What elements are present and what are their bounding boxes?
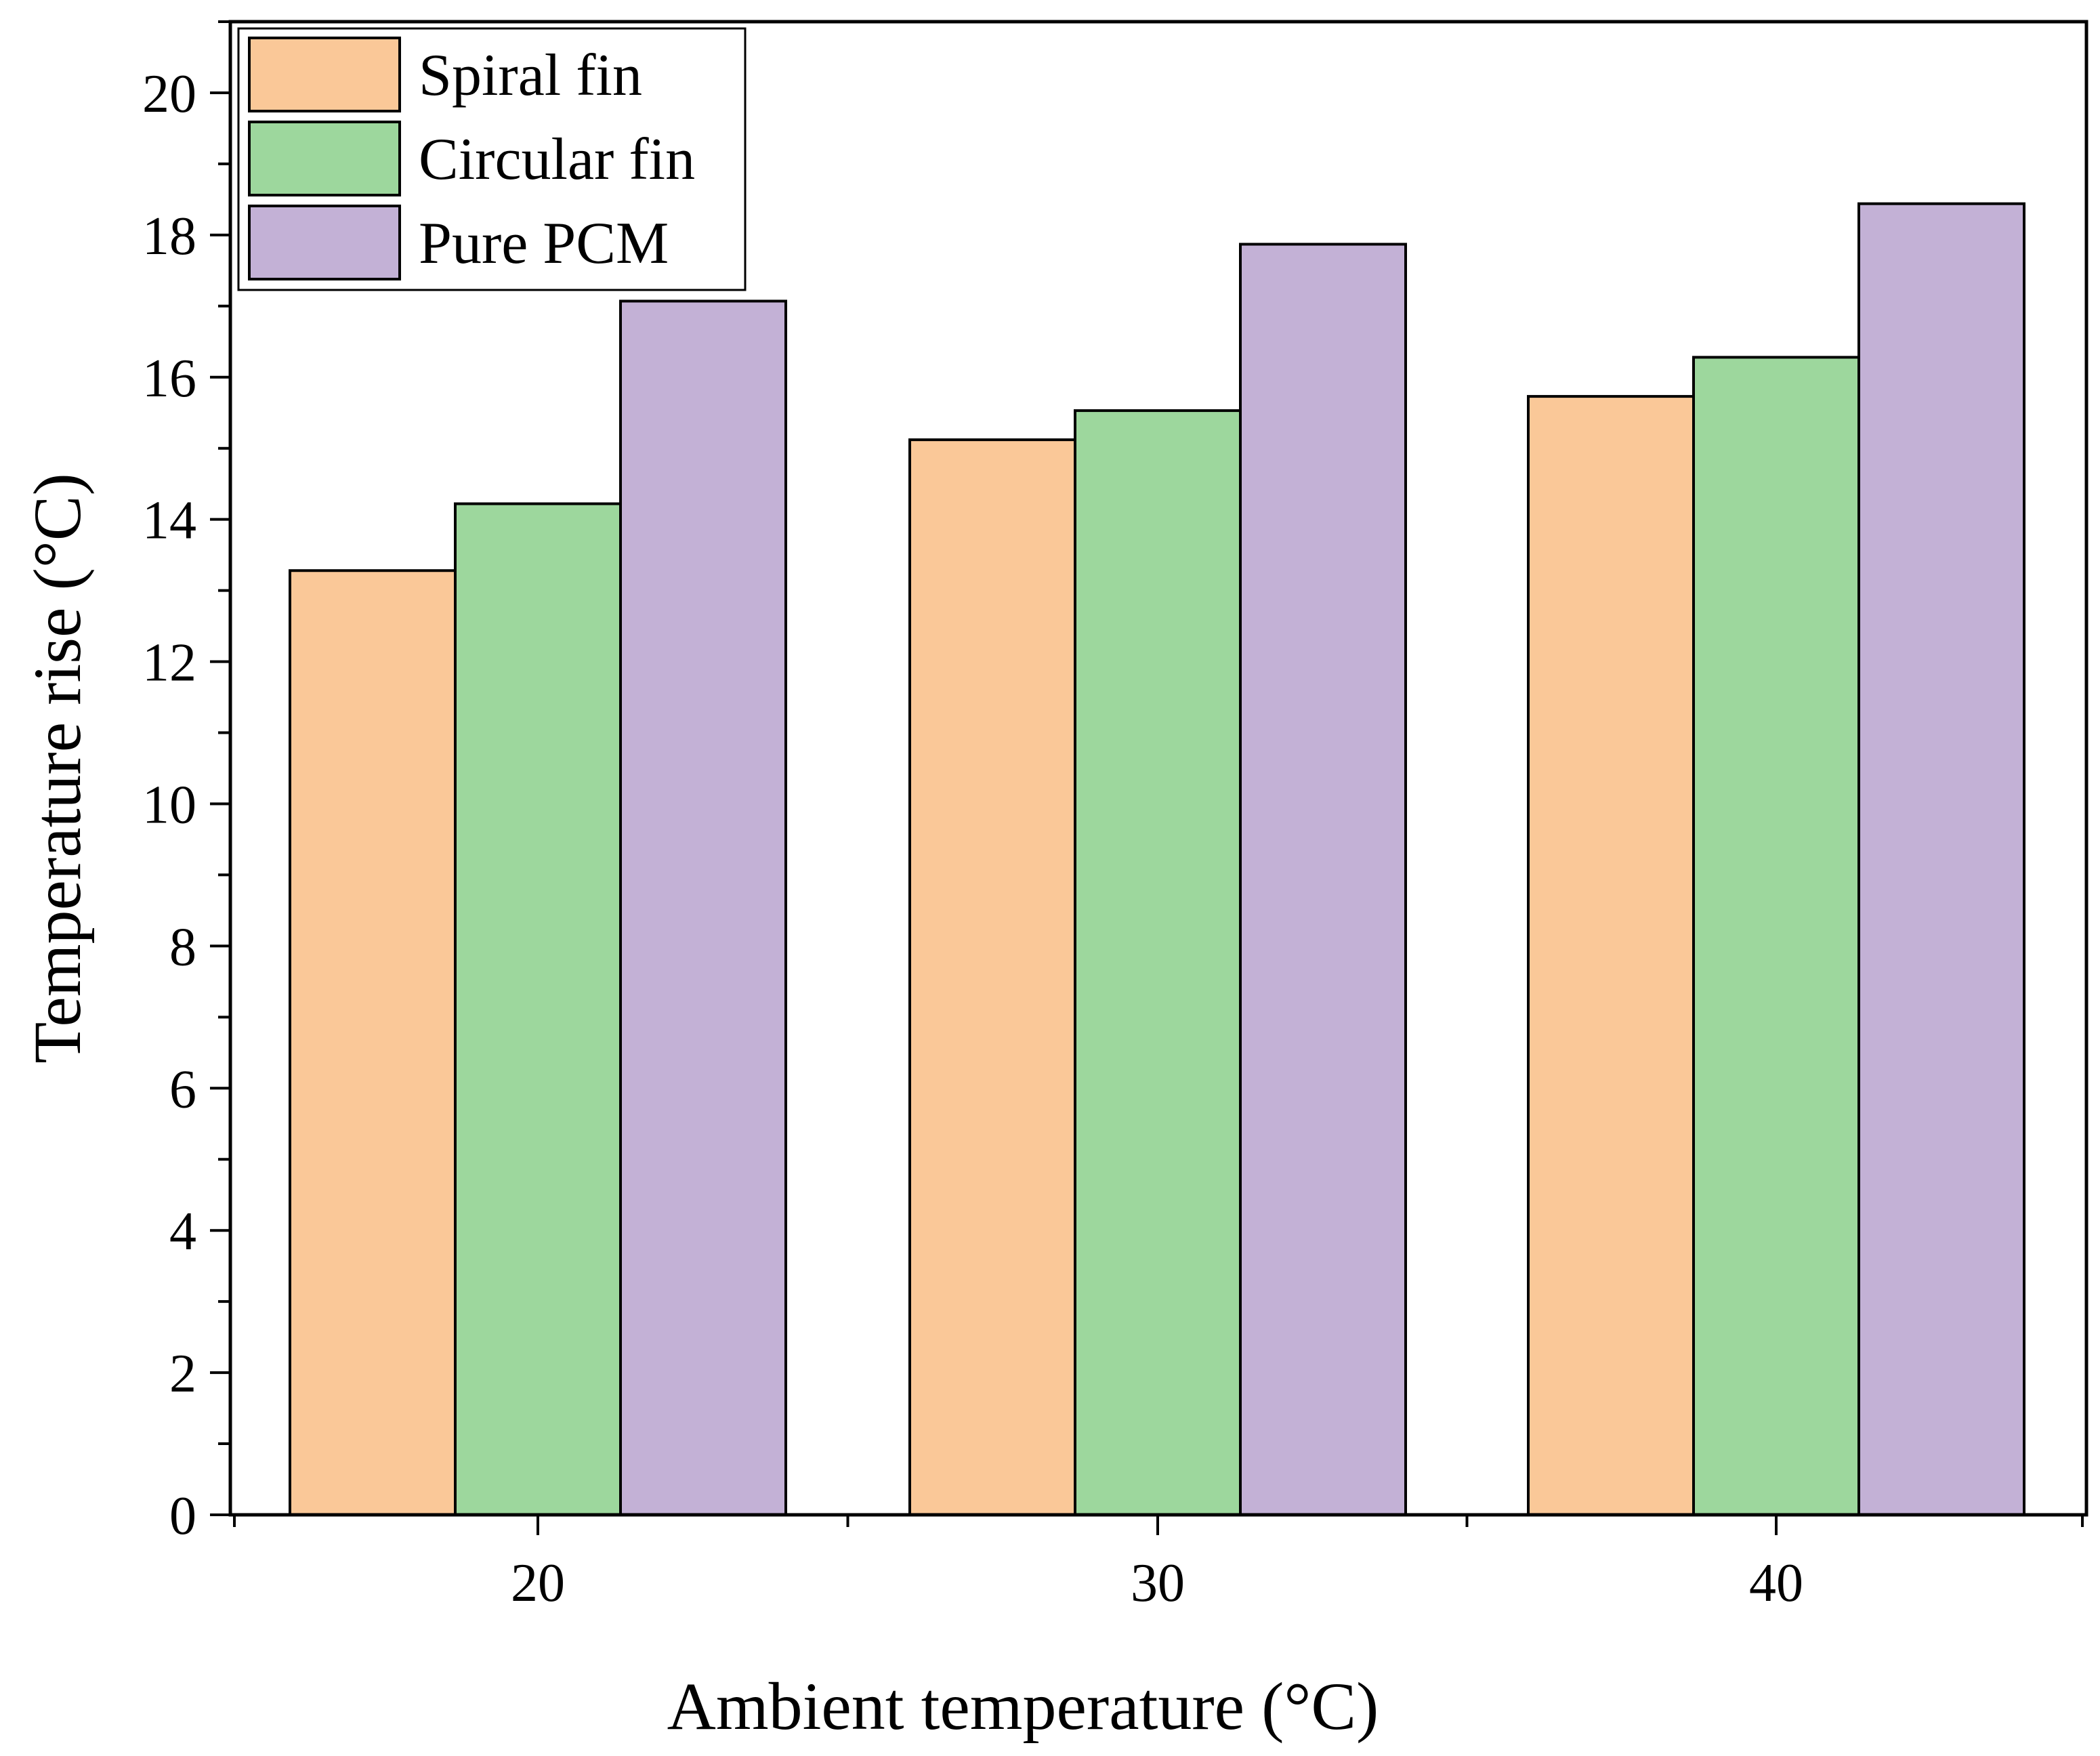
bar-spiral-fin-20 [289,569,457,1516]
bar-circular-fin-30 [1074,409,1242,1517]
bar-pure-pcm-40 [1857,202,2025,1516]
bar-spiral-fin-40 [1527,395,1695,1517]
y-tick-label: 8 [169,917,196,977]
x-tick-label: 30 [1131,1553,1185,1613]
x-tick-label: 20 [511,1553,565,1613]
y-tick-label: 0 [169,1486,196,1546]
x-axis: 20 30 40 [233,1515,2084,1613]
y-axis-label: Temperature rise (°C) [20,473,95,1063]
y-tick-label: 6 [169,1060,196,1119]
legend-swatch-circular-fin [248,121,401,196]
bar-circular-fin-20 [454,502,622,1516]
y-tick-label: 20 [142,64,196,124]
y-tick-label: 10 [142,775,196,835]
bars-group [289,202,2025,1517]
legend-label-pure-pcm: Pure PCM [419,211,669,276]
legend-swatch-spiral-fin [248,37,401,112]
legend-label-spiral-fin: Spiral fin [419,43,642,108]
y-tick-label: 18 [142,207,196,266]
y-axis: 0 2 4 6 8 10 12 14 16 18 20 [142,20,230,1546]
bar-circular-fin-40 [1692,356,1860,1516]
x-axis-label: Ambient temperature (°C) [667,1669,1379,1744]
bar-spiral-fin-30 [908,438,1076,1516]
x-tick-label: 40 [1749,1553,1803,1613]
y-tick-label: 14 [142,491,196,551]
y-tick-label: 16 [142,349,196,409]
bar-pure-pcm-30 [1239,243,1407,1516]
legend-label-circular-fin: Circular fin [419,127,695,192]
y-tick-label: 12 [142,633,196,693]
bar-pure-pcm-20 [619,299,787,1516]
legend: Spiral fin Circular fin Pure PCM [237,27,747,291]
y-tick-label: 2 [169,1344,196,1404]
y-tick-label: 4 [169,1202,196,1261]
legend-swatch-pure-pcm [248,205,401,280]
